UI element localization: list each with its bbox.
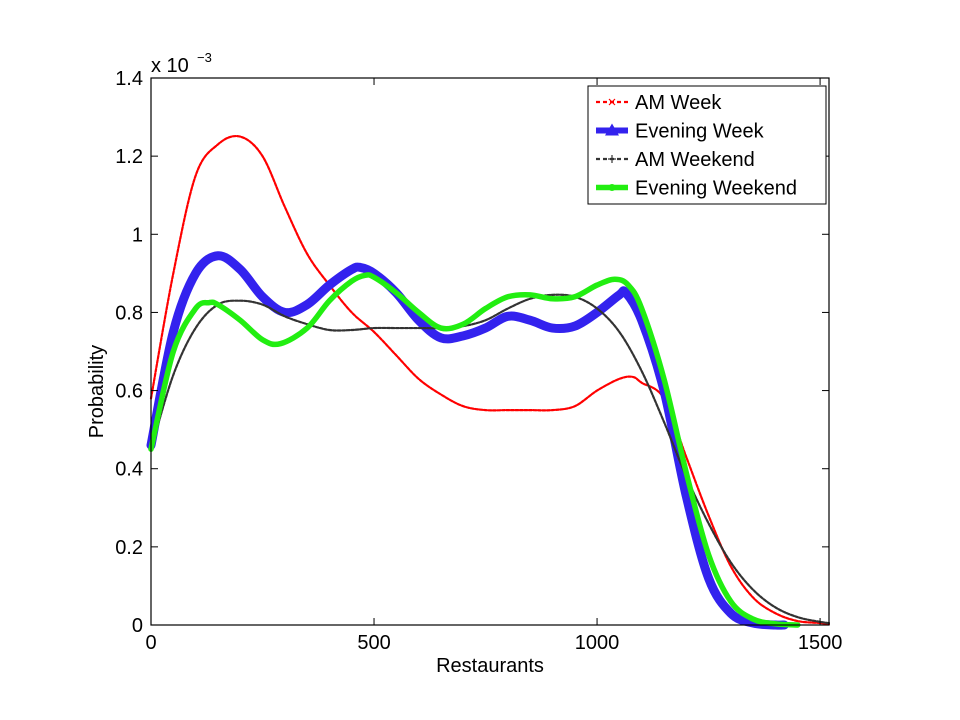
series-line-evening-week [146,251,789,630]
legend-marker-triangle [605,123,619,136]
legend-box [587,85,827,205]
legend-marker-dot [608,184,616,191]
x-tick-label: 1000 [575,632,620,654]
y-tick-label: 1.2 [115,146,143,168]
y-tick-label: 0 [132,615,143,637]
plot-frame [150,77,830,626]
y-axis-label: Probability [86,345,108,438]
legend: AM Week Evening Week AM Weekend Evening Wee… [587,85,827,205]
series-line-am-weekend [149,293,831,625]
legend-label-evening-weekend: Evening Weekend [635,178,797,200]
axis-ticks: 0 500 1000 1500 0 0.2 0.4 0.6 0.8 1 1.2 1.4 [115,68,842,654]
legend-label-am-weekend: AM Weekend [635,149,755,171]
x-axis-label: Restaurants [436,655,544,677]
x-tick-label: 0 [145,632,156,654]
y-exponent-base: x 10 [151,55,189,77]
legend-marker-x [608,98,616,106]
y-tick-label: 1 [132,224,143,246]
x-tick-label: 500 [357,632,390,654]
series-line-evening-weekend [148,272,801,628]
y-tick-label: 0.2 [115,537,143,559]
y-tick-label: 0.4 [115,459,143,481]
legend-label-am-week: AM Week [635,92,722,114]
y-tick-label: 0.8 [115,302,143,324]
x-tick-label: 1500 [798,632,843,654]
plot-lines [146,134,831,630]
y-tick-label: 1.4 [115,68,143,90]
legend-marker-plus [608,155,616,163]
y-axis-exponent: x 10 −3 [151,50,212,77]
y-tick-label: 0.6 [115,381,143,403]
legend-label-evening-week: Evening Week [635,121,765,143]
y-exponent-power: −3 [197,50,212,65]
